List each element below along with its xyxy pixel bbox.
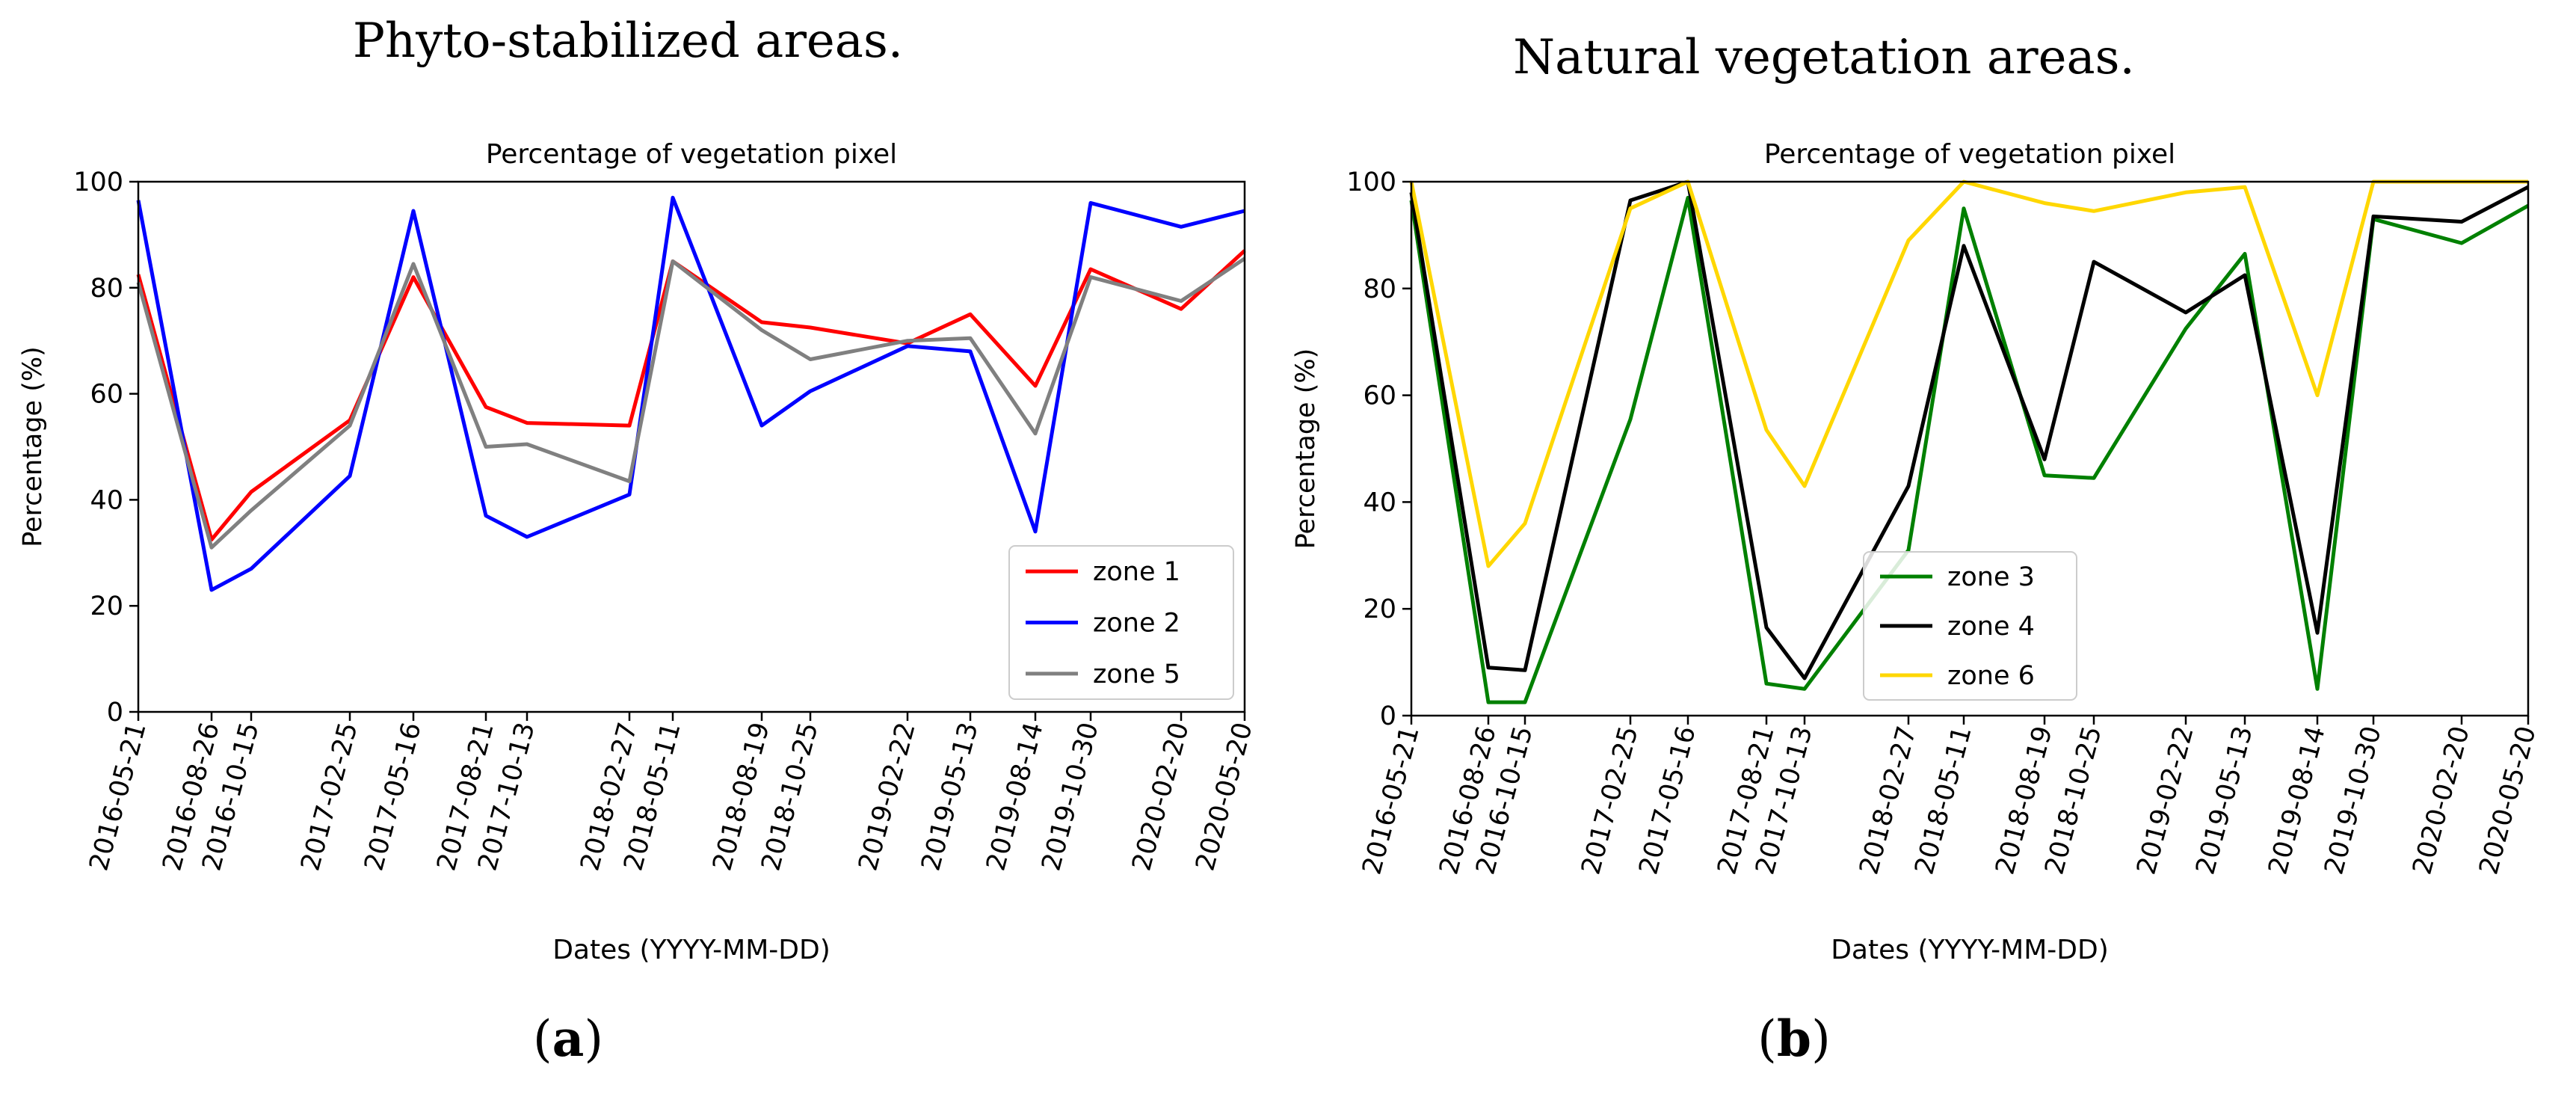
chart-b-x-axis-label: Dates (YYYY-MM-DD) — [1831, 935, 2109, 965]
chart-b-legend: zone 3 zone 4 zone 6 — [1863, 551, 2077, 701]
panel-a-letter: a — [552, 1010, 585, 1068]
chart-b-legend-label: zone 3 — [1947, 562, 2035, 592]
panel-b-heading: Natural vegetation areas. — [1513, 30, 2135, 85]
chart-a-y-axis-label: Percentage (%) — [18, 346, 48, 547]
chart-a-y-tick-label: 60 — [90, 380, 123, 410]
chart-b-plot-frame — [1410, 180, 2530, 717]
chart-b-x-tick-label: 2019-10-30 — [2319, 723, 2387, 878]
chart-a-series-group — [136, 195, 1246, 592]
chart-b-y-tick-label: 20 — [1363, 594, 1396, 624]
chart-b-y-tick-label: 0 — [1380, 701, 1396, 731]
chart-a-y-tick-label: 0 — [107, 698, 123, 728]
chart-b-title: Percentage of vegetation pixel — [1764, 139, 2175, 170]
chart-a-legend-label: zone 5 — [1093, 660, 1180, 689]
chart-a-y-tick-label: 40 — [90, 485, 123, 515]
chart-b-y-axis-label: Percentage (%) — [1291, 348, 1321, 550]
chart-b-y-tick-label: 100 — [1346, 168, 1396, 197]
chart-b-x-tick-label: 2017-02-25 — [1576, 723, 1644, 878]
chart-b-x-tick-label: 2019-05-13 — [2190, 723, 2258, 878]
chart-b-x-tick-label: 2017-05-16 — [1633, 723, 1701, 878]
chart-a-x-axis-label: Dates (YYYY-MM-DD) — [552, 935, 831, 965]
chart-a-plot-frame — [137, 180, 1246, 713]
chart-b-legend-box — [1863, 551, 2077, 701]
chart-b-x-tick-label: 2019-02-22 — [2131, 723, 2199, 878]
chart-a-title: Percentage of vegetation pixel — [486, 139, 897, 170]
panel-b-label: (b) — [1757, 1010, 1831, 1068]
chart-a-y-tick-label: 80 — [90, 274, 123, 304]
chart-a-y-tick-label: 20 — [90, 591, 123, 621]
chart-b-x-tick-label: 2018-02-27 — [1854, 723, 1922, 878]
chart-b-y-tick-label: 80 — [1363, 274, 1396, 304]
chart-b-legend-label: zone 6 — [1947, 661, 2035, 691]
chart-a-legend-label: zone 2 — [1093, 609, 1180, 639]
chart-a-legend-label: zone 1 — [1093, 557, 1180, 587]
chart-b-x-tick-label: 2019-08-14 — [2263, 723, 2331, 878]
chart-b-y-tick-label: 60 — [1363, 381, 1396, 411]
chart-b-y-tick-label: 40 — [1363, 488, 1396, 517]
chart-b-series-zone-4 — [1409, 179, 2530, 680]
panel-a-heading: Phyto-stabilized areas. — [352, 13, 904, 69]
chart-b-x-tick-label: 2016-05-21 — [1357, 723, 1425, 878]
chart-b-legend-label: zone 4 — [1947, 612, 2035, 642]
chart-b-series-zone-6 — [1409, 179, 2528, 568]
chart-b-x-tick-label: 2020-05-20 — [2474, 723, 2542, 878]
panel-a-label: (a) — [532, 1010, 604, 1068]
chart-b-x-tick-label: 2020-02-20 — [2407, 723, 2475, 878]
chart-a-series-zone-2 — [136, 195, 1245, 592]
chart-a-series-zone-5 — [136, 256, 1246, 550]
chart-a-legend-box — [1008, 545, 1234, 700]
chart-a-y-tick-label: 100 — [73, 168, 123, 197]
panel-b-letter: b — [1776, 1010, 1812, 1068]
chart-a-legend: zone 1 zone 2 zone 5 — [1008, 545, 1234, 700]
chart-b-series-zone-3 — [1409, 195, 2530, 704]
chart-b-x-tick-label: 2018-05-11 — [1909, 723, 1977, 878]
